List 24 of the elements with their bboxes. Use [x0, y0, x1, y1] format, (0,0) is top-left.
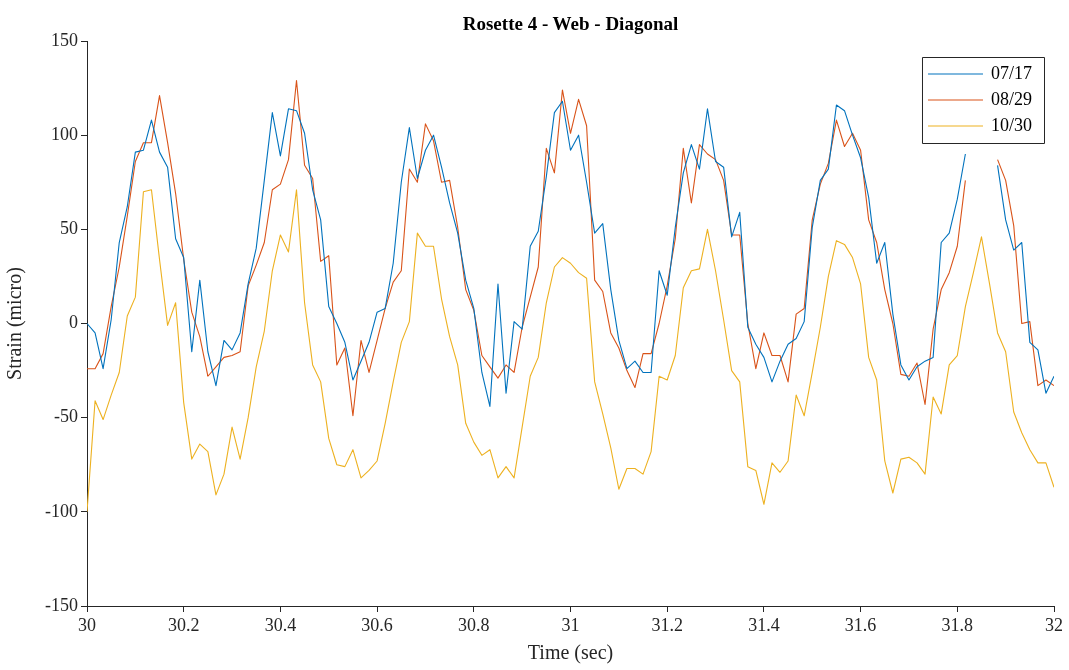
x-axis-title: Time (sec)	[527, 641, 614, 665]
x-tick-label: 31.6	[844, 614, 877, 635]
y-tick-label: -50	[54, 406, 78, 427]
legend-label: 10/30	[991, 114, 1033, 135]
x-tick-label: 30.2	[167, 614, 200, 635]
legend-label: 08/29	[991, 88, 1033, 109]
y-tick-label: 150	[51, 29, 78, 50]
x-tick-label: 31.8	[941, 614, 974, 635]
chart-title: Rosette 4 - Web - Diagonal	[462, 13, 679, 35]
x-tick-label: 30	[78, 614, 96, 635]
y-tick-label: 50	[60, 218, 78, 239]
x-tick-label: 30.6	[361, 614, 393, 635]
y-tick-label: 100	[51, 123, 78, 144]
x-tick-label: 31.2	[651, 614, 683, 635]
legend-label: 07/17	[991, 62, 1033, 83]
x-tick-label: 30.4	[264, 614, 297, 635]
y-tick-label: 0	[69, 312, 78, 333]
y-axis-title: Strain (micro)	[3, 267, 27, 380]
y-tick-label: -100	[45, 500, 78, 521]
x-tick-label: 32	[1045, 614, 1063, 635]
x-tick-label: 30.8	[458, 614, 490, 635]
x-tick-label: 31.4	[748, 614, 780, 635]
y-tick-label: -150	[45, 594, 78, 615]
x-tick-label: 31	[561, 614, 580, 635]
